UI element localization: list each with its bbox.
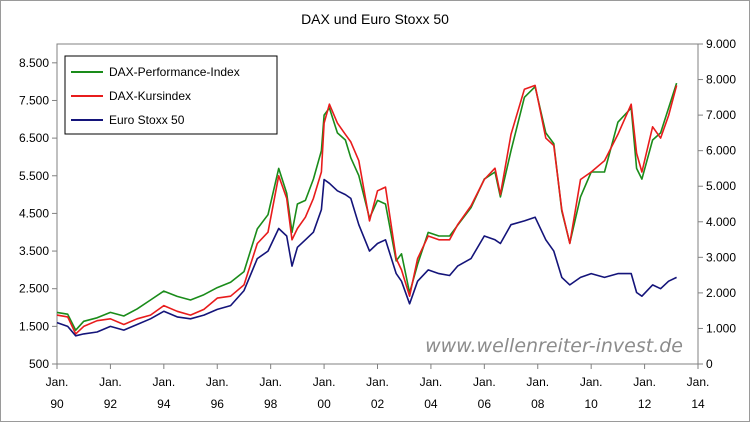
left-y-axis: 500 1.500 2.500 3.500 4.500 5.500 6.500 7.500 8.… <box>19 56 57 371</box>
x-tick-month-label: Jan. <box>420 375 443 389</box>
left-tick-label: 4.500 <box>19 206 49 220</box>
x-tick-year-label: 10 <box>584 397 598 411</box>
x-tick-year-label: 02 <box>371 397 385 411</box>
x-tick-year-label: 98 <box>264 397 278 411</box>
legend-label-dax-kursindex: DAX-Kursindex <box>109 89 191 103</box>
left-tick-label: 5.500 <box>19 169 49 183</box>
right-tick-label: 4.000 <box>706 215 736 229</box>
left-tick-label: 3.500 <box>19 244 49 258</box>
right-tick-label: 6.000 <box>706 144 736 158</box>
right-tick-label: 5.000 <box>706 179 736 193</box>
x-tick-month-label: Jan. <box>313 375 336 389</box>
chart-title: DAX und Euro Stoxx 50 <box>301 11 449 27</box>
right-tick-label: 1.000 <box>706 321 736 335</box>
x-tick-month-label: Jan. <box>633 375 656 389</box>
x-tick-month-label: Jan. <box>206 375 229 389</box>
x-tick-month-label: Jan. <box>152 375 175 389</box>
x-tick-month-label: Jan. <box>259 375 282 389</box>
left-tick-label: 6.500 <box>19 131 49 145</box>
x-tick-year-label: 00 <box>317 397 331 411</box>
left-tick-label: 1.500 <box>19 319 49 333</box>
x-axis: Jan. 90 Jan. 92 Jan. 94 Jan. 96 Jan. 98 Jan. 00 Jan.… <box>46 364 710 411</box>
x-tick-month-label: Jan. <box>46 375 69 389</box>
right-tick-label: 3.000 <box>706 250 736 264</box>
right-tick-label: 7.000 <box>706 108 736 122</box>
right-y-axis: 0 1.000 2.000 3.000 4.000 5.000 6.000 7.000 8.00… <box>698 37 736 371</box>
x-tick-month-label: Jan. <box>366 375 389 389</box>
left-tick-label: 2.500 <box>19 282 49 296</box>
x-tick-year-label: 08 <box>531 397 545 411</box>
x-tick-year-label: 12 <box>638 397 652 411</box>
right-tick-label: 8.000 <box>706 73 736 87</box>
series-line-euro-stoxx-50 <box>56 178 677 337</box>
x-tick-month-label: Jan. <box>687 375 710 389</box>
x-tick-month-label: Jan. <box>473 375 496 389</box>
right-tick-label: 2.000 <box>706 286 736 300</box>
legend-label-dax-performance-index: DAX-Performance-Index <box>109 65 240 79</box>
x-tick-year-label: 04 <box>424 397 438 411</box>
x-tick-year-label: 06 <box>478 397 492 411</box>
x-tick-year-label: 92 <box>104 397 118 411</box>
series-line-dax-performance-index <box>56 82 678 332</box>
x-tick-year-label: 94 <box>157 397 171 411</box>
series-line-dax-kursindex <box>56 84 678 335</box>
x-tick-year-label: 90 <box>50 397 64 411</box>
legend-label-euro-stoxx-50: Euro Stoxx 50 <box>109 113 185 127</box>
left-tick-label: 8.500 <box>19 56 49 70</box>
x-tick-month-label: Jan. <box>99 375 122 389</box>
x-tick-year-label: 96 <box>211 397 225 411</box>
right-tick-label: 0 <box>706 357 713 371</box>
series-layer <box>56 82 678 337</box>
x-tick-month-label: Jan. <box>526 375 549 389</box>
right-tick-label: 9.000 <box>706 37 736 51</box>
x-tick-year-label: 14 <box>691 397 705 411</box>
legend: DAX-Performance-Index DAX-Kursindex Euro S… <box>64 55 278 135</box>
left-tick-label: 500 <box>29 357 49 371</box>
watermark-text: www.wellenreiter-invest.de <box>425 335 683 357</box>
x-tick-month-label: Jan. <box>580 375 603 389</box>
left-tick-label: 7.500 <box>19 93 49 107</box>
